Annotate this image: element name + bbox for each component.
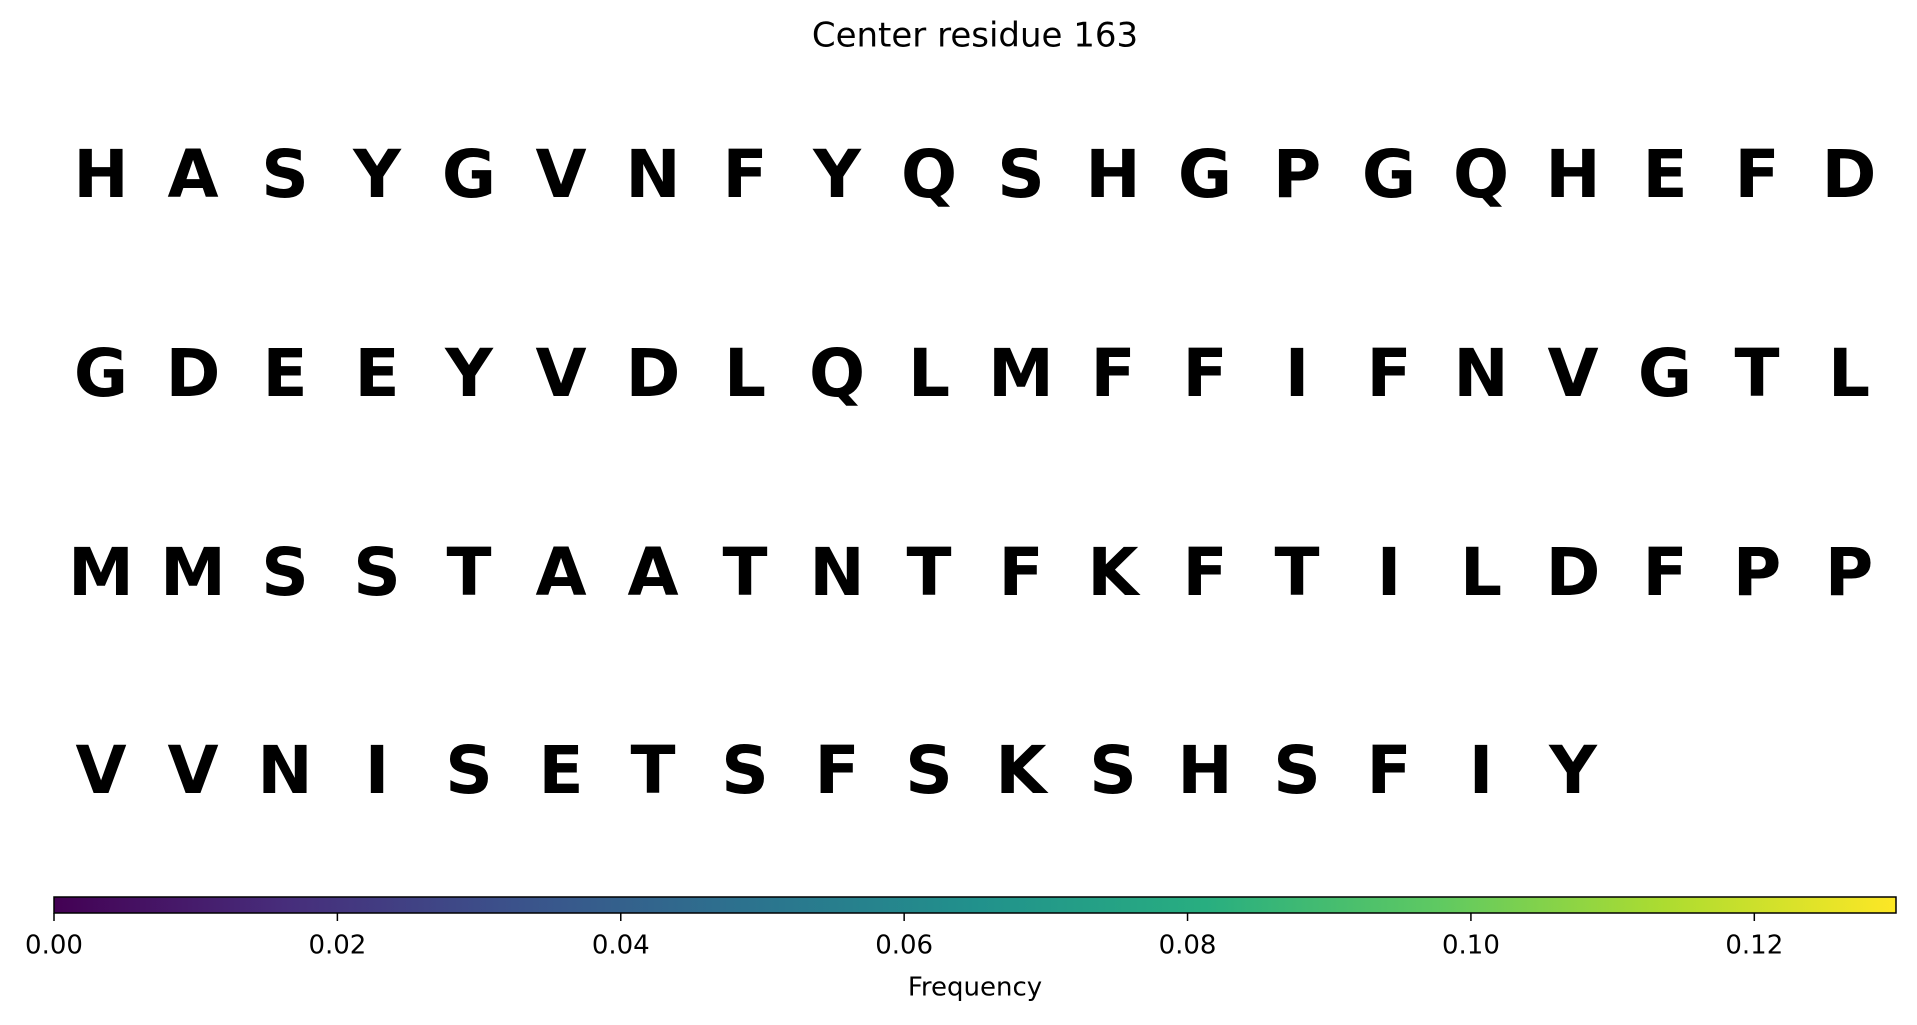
residue: H [1085, 136, 1140, 213]
residue: N [809, 534, 864, 611]
colorbar-label: Frequency [908, 973, 1042, 1003]
residue: S [997, 136, 1045, 213]
residue: H [1545, 136, 1600, 213]
colorbar-tick-label: 0.10 [1442, 931, 1500, 961]
residue: F [722, 136, 767, 213]
residue: F [814, 732, 859, 809]
residue: E [538, 732, 583, 809]
residue: T [446, 534, 491, 611]
residue: K [1087, 534, 1141, 611]
residue: I [365, 732, 390, 809]
residue: L [1828, 335, 1870, 412]
residue: V [75, 732, 126, 809]
residue: F [1090, 335, 1135, 412]
colorbar-tick-label: 0.06 [875, 931, 933, 961]
residue: T [906, 534, 951, 611]
residue: S [261, 136, 309, 213]
residue: F [998, 534, 1043, 611]
residue: D [1546, 534, 1601, 611]
residue: Y [812, 136, 862, 213]
residue: T [1274, 534, 1319, 611]
residue: S [353, 534, 401, 611]
colorbar-tick-label: 0.08 [1159, 931, 1217, 961]
residue: S [1273, 732, 1321, 809]
residue: D [1822, 136, 1877, 213]
residue: M [988, 335, 1054, 412]
residue: G [1638, 335, 1692, 412]
residue: E [354, 335, 399, 412]
residue: G [74, 335, 128, 412]
residue: S [1089, 732, 1137, 809]
residue: L [908, 335, 950, 412]
residue: V [535, 136, 586, 213]
residue: I [1285, 335, 1310, 412]
residue: T [630, 732, 675, 809]
residue: L [724, 335, 766, 412]
residue: Q [809, 335, 865, 412]
residue: G [1178, 136, 1232, 213]
residue: F [1642, 534, 1687, 611]
residue: Q [1453, 136, 1509, 213]
residue: N [625, 136, 680, 213]
residue: P [1273, 136, 1321, 213]
residue: N [1453, 335, 1508, 412]
residue: V [1547, 335, 1598, 412]
residue: V [535, 335, 586, 412]
residue: F [1182, 534, 1227, 611]
residue: T [1734, 335, 1779, 412]
residue: F [1366, 732, 1411, 809]
residue: S [445, 732, 493, 809]
residue: E [1642, 136, 1687, 213]
residue: L [1460, 534, 1502, 611]
residue: D [626, 335, 681, 412]
residue: D [166, 335, 221, 412]
residue: E [262, 335, 307, 412]
colorbar [53, 896, 1897, 914]
residue: F [1182, 335, 1227, 412]
residue: H [73, 136, 128, 213]
residue: Q [901, 136, 957, 213]
residue: A [167, 136, 218, 213]
colorbar-tick-label: 0.00 [25, 931, 83, 961]
residue: A [627, 534, 678, 611]
residue: F [1366, 335, 1411, 412]
colorbar-tick-label: 0.02 [308, 931, 366, 961]
residue: I [1377, 534, 1402, 611]
residue: G [1362, 136, 1416, 213]
residue: S [721, 732, 769, 809]
residue: M [160, 534, 226, 611]
residue: Y [352, 136, 402, 213]
residue: I [1469, 732, 1494, 809]
chart-title: Center residue 163 [812, 16, 1138, 56]
residue: H [1177, 732, 1232, 809]
residue: S [261, 534, 309, 611]
residue: S [905, 732, 953, 809]
residue: K [995, 732, 1049, 809]
residue: M [68, 534, 134, 611]
residue: A [535, 534, 586, 611]
residue: F [1734, 136, 1779, 213]
residue: Y [1548, 732, 1598, 809]
residue: Y [444, 335, 494, 412]
residue: N [257, 732, 312, 809]
residue: P [1825, 534, 1873, 611]
residue: G [442, 136, 496, 213]
residue: T [722, 534, 767, 611]
colorbar-tick-label: 0.04 [592, 931, 650, 961]
residue: V [167, 732, 218, 809]
colorbar-tick-label: 0.12 [1725, 931, 1783, 961]
residue: P [1733, 534, 1781, 611]
